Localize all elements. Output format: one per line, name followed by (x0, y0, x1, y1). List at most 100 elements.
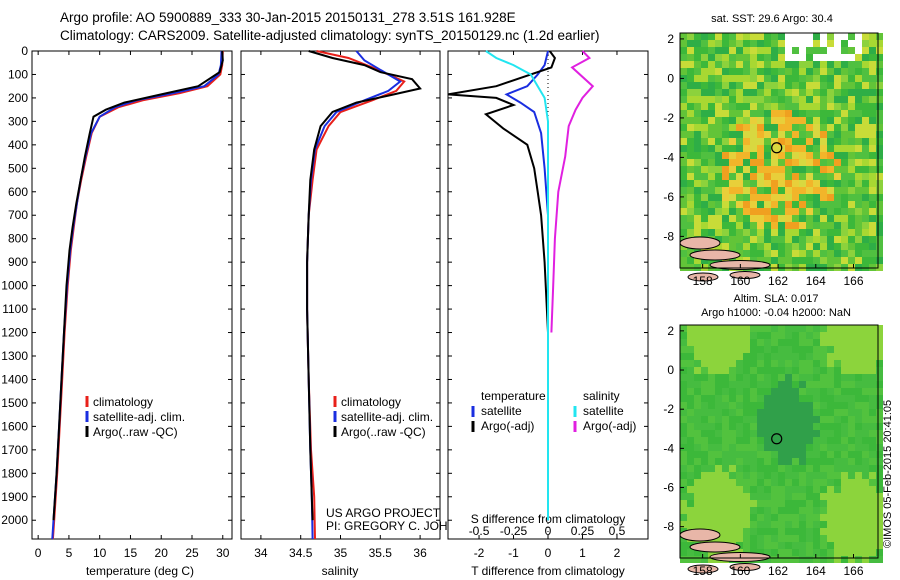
map-cell (764, 388, 771, 395)
map-cell (743, 367, 750, 374)
map-cell (799, 138, 806, 145)
map-cell (722, 145, 729, 152)
map-cell (736, 465, 743, 472)
map-cell (820, 535, 827, 542)
map-cell (806, 472, 813, 479)
map-cell (750, 250, 757, 257)
map-cell (813, 40, 820, 47)
map-cell (827, 243, 834, 250)
x-tick-label: 162 (768, 564, 788, 578)
map-cell (855, 75, 862, 82)
map-cell (813, 395, 820, 402)
map-cell (701, 521, 708, 528)
map-cell (820, 500, 827, 507)
map-cell (729, 444, 736, 451)
map-cell (806, 451, 813, 458)
map-cell (680, 173, 687, 180)
map-cell (757, 360, 764, 367)
map-cell (764, 423, 771, 430)
map-cell (687, 257, 694, 264)
map-cell (876, 40, 883, 47)
map-cell (715, 325, 722, 332)
map-cell (806, 180, 813, 187)
map-cell (771, 201, 778, 208)
map-cell (743, 388, 750, 395)
map-cell (743, 250, 750, 257)
map-cell (862, 54, 869, 61)
map-cell (701, 47, 708, 54)
map-cell (862, 367, 869, 374)
difference-panel: T difference from climatology S differen… (447, 50, 649, 578)
map-cell (848, 68, 855, 75)
map-cell (764, 54, 771, 61)
map-cell (757, 423, 764, 430)
map-cell (736, 145, 743, 152)
map-cell (771, 423, 778, 430)
credit-line-2: PI: GREGORY C. JOHNSON (326, 519, 482, 533)
map-cell (820, 250, 827, 257)
map-cell (813, 68, 820, 75)
map-cell (708, 208, 715, 215)
map-cell (813, 535, 820, 542)
map-cell (820, 159, 827, 166)
map-cell (736, 173, 743, 180)
map-cell (771, 451, 778, 458)
map-cell (743, 159, 750, 166)
map-cell (855, 103, 862, 110)
map-cell (708, 486, 715, 493)
map-cell (764, 542, 771, 549)
map-cell (855, 472, 862, 479)
map-cell (869, 117, 876, 124)
map-cell (834, 229, 841, 236)
map-cell (743, 500, 750, 507)
map-cell (855, 507, 862, 514)
map-cell (778, 110, 785, 117)
map-cell (869, 444, 876, 451)
map-cell (813, 374, 820, 381)
map-cell (743, 381, 750, 388)
map-cell (715, 222, 722, 229)
map-cell (715, 75, 722, 82)
map-cell (862, 124, 869, 131)
map-cell (750, 395, 757, 402)
map-cell (722, 96, 729, 103)
map-cell (757, 159, 764, 166)
map-cell (820, 145, 827, 152)
map-cell (876, 264, 883, 271)
map-cell (722, 430, 729, 437)
map-cell (764, 89, 771, 96)
map-cell (764, 75, 771, 82)
map-cell (855, 187, 862, 194)
map-cell (869, 514, 876, 521)
map-cell (722, 180, 729, 187)
map-cell (799, 33, 806, 40)
map-cell (757, 437, 764, 444)
map-cell (743, 437, 750, 444)
map-cell (715, 430, 722, 437)
map-cell (792, 486, 799, 493)
map-cell (764, 96, 771, 103)
map-cell (771, 236, 778, 243)
map-cell (771, 430, 778, 437)
map-cell (750, 402, 757, 409)
credit-line-1: US ARGO PROJECT (326, 506, 441, 520)
map-cell (701, 360, 708, 367)
map-cell (694, 388, 701, 395)
map-cell (743, 479, 750, 486)
map-cell (701, 339, 708, 346)
map-cell (729, 479, 736, 486)
map-cell (750, 535, 757, 542)
map-cell (743, 332, 750, 339)
map-cell (694, 47, 701, 54)
map-cell (799, 409, 806, 416)
map-cell (764, 159, 771, 166)
map-cell (785, 395, 792, 402)
map-cell (869, 472, 876, 479)
map-cell (722, 152, 729, 159)
map-cell (743, 458, 750, 465)
map-cell (771, 542, 778, 549)
map-cell (834, 479, 841, 486)
map-cell (715, 208, 722, 215)
map-cell (799, 437, 806, 444)
map-cell (729, 47, 736, 54)
